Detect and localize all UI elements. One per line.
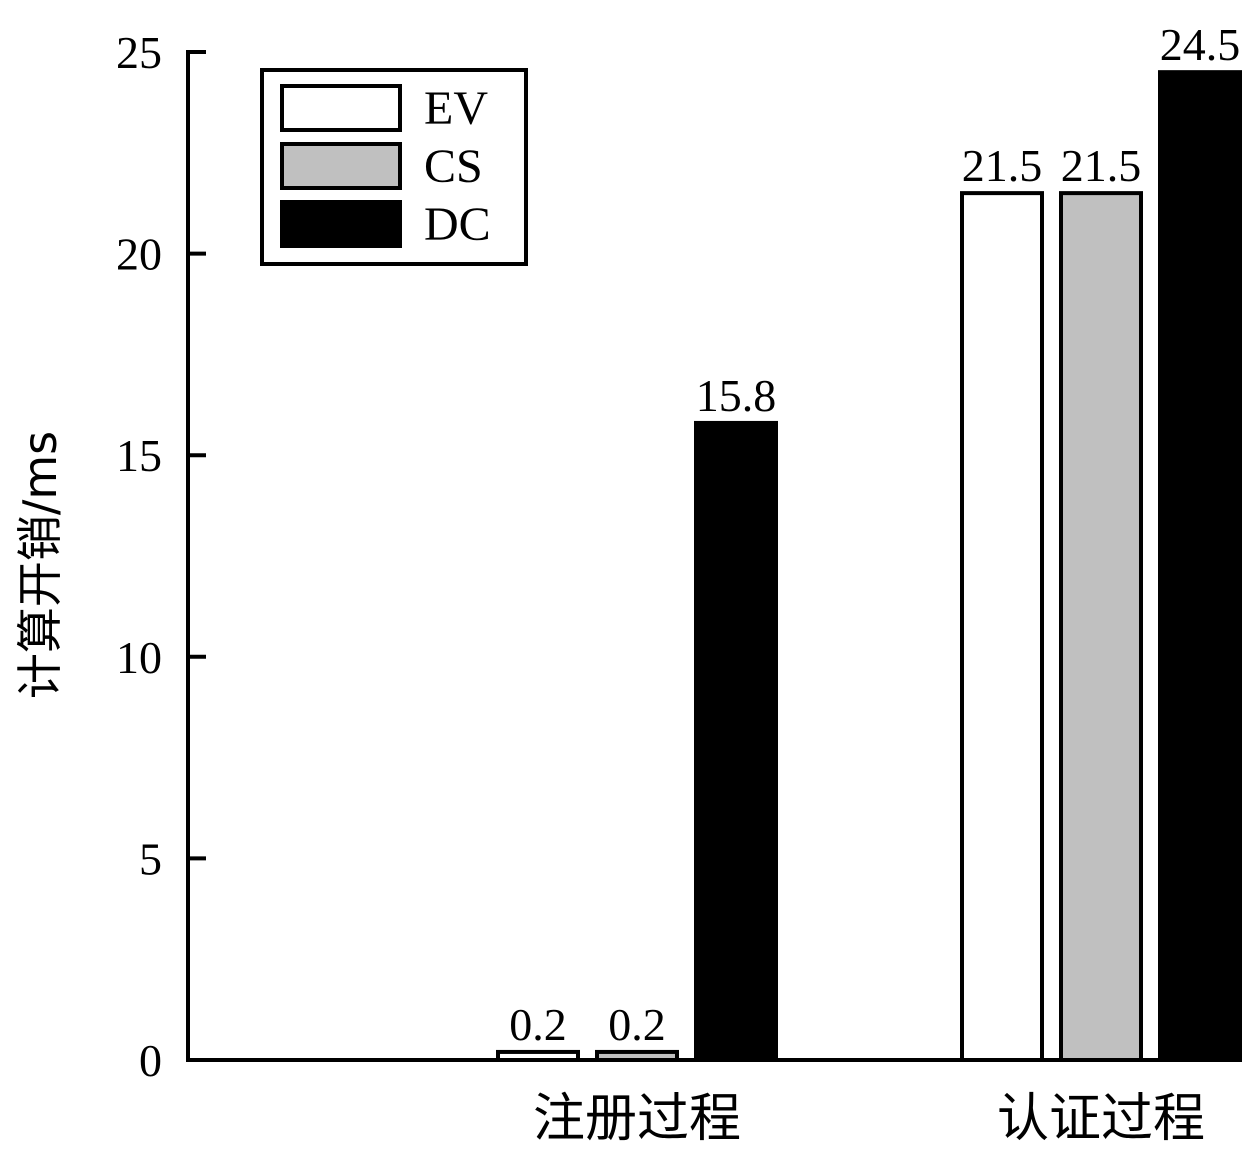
- legend-swatch: [280, 200, 402, 248]
- bar-ev: [960, 191, 1044, 1062]
- data-label: 24.5: [1160, 19, 1241, 70]
- y-tick-label: 25: [116, 27, 162, 78]
- bar-dc: [1158, 70, 1242, 1063]
- x-category-label: 认证过程: [997, 1089, 1205, 1149]
- data-labels: 0.2 0.2 15.8 21.5 21.5 24.5: [509, 19, 1240, 1050]
- bar-ev: [496, 1049, 580, 1063]
- y-tick-label: 20: [116, 229, 162, 280]
- y-axis-title: 计算开销/ms: [13, 431, 67, 699]
- bars: [496, 70, 1242, 1063]
- legend-swatch: [280, 84, 402, 132]
- data-label: 21.5: [962, 140, 1043, 191]
- axes: 0 5 10 15 20 25 注册过程 认证过程: [116, 27, 1240, 1149]
- data-label: 21.5: [1061, 140, 1142, 191]
- y-tick-label: 10: [116, 632, 162, 683]
- y-tick-label: 5: [139, 833, 162, 884]
- legend-label: EV: [424, 82, 488, 135]
- data-label: 0.2: [509, 999, 567, 1050]
- y-tick-label: 15: [116, 430, 162, 481]
- bar-cs: [1059, 191, 1143, 1062]
- data-label: 0.2: [608, 999, 666, 1050]
- x-category-label: 注册过程: [533, 1089, 741, 1149]
- bar-cs: [595, 1049, 679, 1063]
- y-tick-label: 0: [139, 1035, 162, 1086]
- data-label: 15.8: [696, 370, 777, 421]
- legend-label: CS: [424, 140, 483, 193]
- legend-swatch: [280, 142, 402, 190]
- bar-dc: [694, 420, 778, 1063]
- legend-label: DC: [424, 198, 491, 251]
